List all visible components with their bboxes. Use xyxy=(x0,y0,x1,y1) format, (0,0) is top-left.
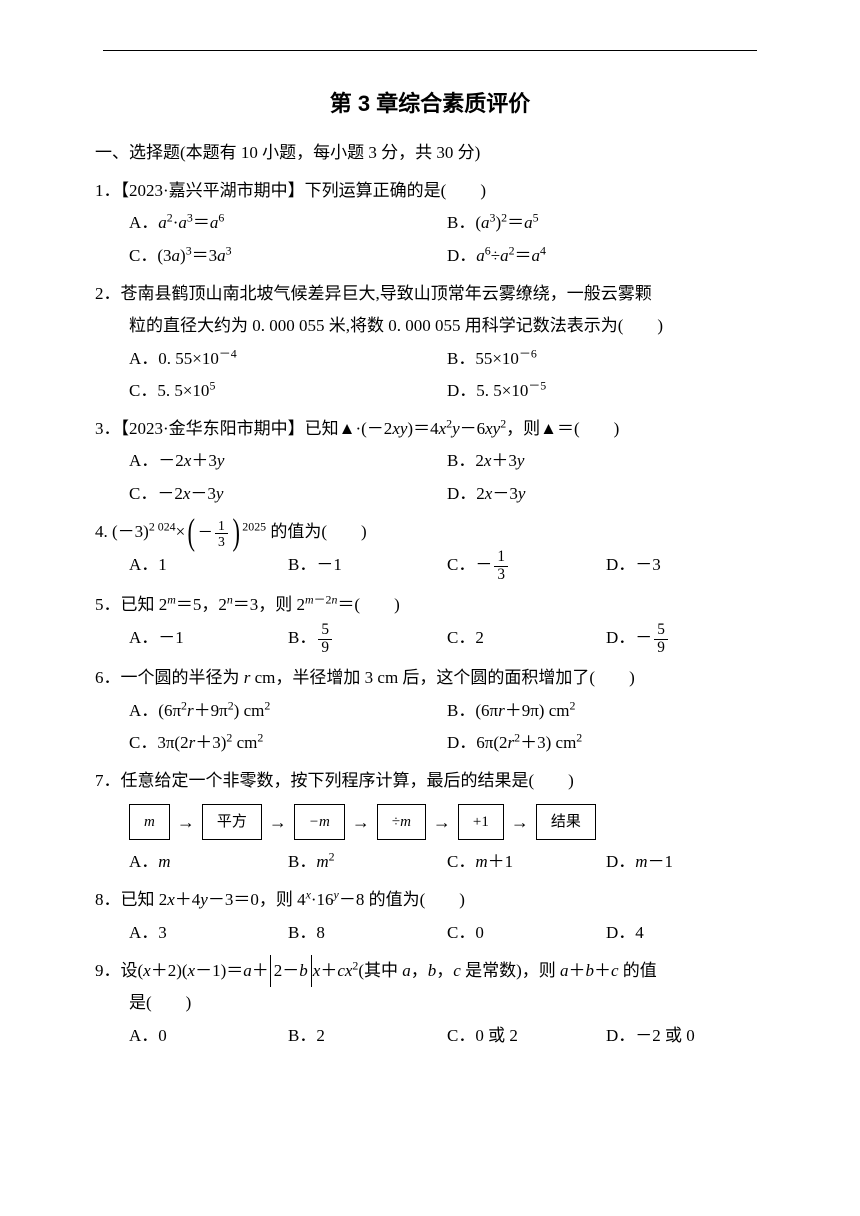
q3-optC: C．－2x－3y xyxy=(129,478,447,510)
q6-optA: A．(6π2r＋9π2) cm2 xyxy=(129,695,447,727)
q2-optD: D．5. 5×10－5 xyxy=(447,375,765,407)
q7-stem: 7．任意给定一个非零数，按下列程序计算，最后的结果是( ) xyxy=(95,765,765,797)
q5-stem: 5．已知 2m＝5，2n＝3，则 2m－2n＝( ) xyxy=(95,589,765,621)
q4-optC: C．－13 xyxy=(447,549,606,584)
q1-optB: B．(a3)2＝a5 xyxy=(447,207,765,239)
q4-optA: A．1 xyxy=(129,549,288,584)
q8-optD: D．4 xyxy=(606,917,765,949)
q2-stem: 2．苍南县鹤顶山南北坡气候差异巨大,导致山顶常年云雾缭绕，一般云雾颗 xyxy=(95,278,765,310)
q9-stem: 9．设(x＋2)(x－1)＝a＋2－bx＋cx2(其中 a，b，c 是常数)，则… xyxy=(95,955,765,987)
q9-optD: D．－2 或 0 xyxy=(606,1020,765,1052)
q3-stem: 3．【2023·金华东阳市期中】已知▲·(－2xy)＝4x2y－6xy2，则▲＝… xyxy=(95,413,765,445)
q8-optA: A．3 xyxy=(129,917,288,949)
q8-stem: 8．已知 2x＋4y－3＝0，则 4x·16y－8 的值为( ) xyxy=(95,884,765,916)
q3-optB: B．2x＋3y xyxy=(447,445,765,477)
arrow-icon: → xyxy=(507,805,533,839)
q4-optD: D．－3 xyxy=(606,549,765,584)
section-header: 一、选择题(本题有 10 小题，每小题 3 分，共 30 分) xyxy=(95,137,765,169)
q6-stem: 6．一个圆的半径为 r cm，半径增加 3 cm 后，这个圆的面积增加了( ) xyxy=(95,662,765,694)
q7-flowchart: m → 平方 → −m → ÷m → +1 → 结果 xyxy=(95,804,765,841)
question-3: 3．【2023·金华东阳市期中】已知▲·(－2xy)＝4x2y－6xy2，则▲＝… xyxy=(95,413,765,510)
q6-optB: B．(6πr＋9π) cm2 xyxy=(447,695,765,727)
q1-optC: C．(3a)3＝3a3 xyxy=(129,240,447,272)
question-4: 4. (－3)2 024×(－13)2025 的值为( ) A．1 B．－1 C… xyxy=(95,516,765,583)
arrow-icon: → xyxy=(348,805,374,839)
q6-options: A．(6π2r＋9π2) cm2 B．(6πr＋9π) cm2 C．3π(2r＋… xyxy=(95,695,765,760)
q2-stem2: 粒的直径大约为 0. 000 055 米,将数 0. 000 055 用科学记数… xyxy=(95,310,765,342)
q1-options: A．a2·a3＝a6 B．(a3)2＝a5 C．(3a)3＝3a3 D．a6÷a… xyxy=(95,207,765,272)
q9-optA: A．0 xyxy=(129,1020,288,1052)
q5-options: A．－1 B．59 C．2 D．－59 xyxy=(95,622,765,657)
q5-optD: D．－59 xyxy=(606,622,765,657)
q4-options: A．1 B．－1 C．－13 D．－3 xyxy=(95,549,765,584)
q2-options: A．0. 55×10－4 B．55×10－6 C．5. 5×105 D．5. 5… xyxy=(95,343,765,408)
q4-optB: B．－1 xyxy=(288,549,447,584)
q7-optA: A．m xyxy=(129,846,288,878)
q6-optD: D．6π(2r2＋3) cm2 xyxy=(447,727,765,759)
flowbox-4: ÷m xyxy=(377,804,426,841)
q8-options: A．3 B．8 C．0 D．4 xyxy=(95,917,765,949)
q9-optC: C．0 或 2 xyxy=(447,1020,606,1052)
q5-optC: C．2 xyxy=(447,622,606,657)
question-2: 2．苍南县鹤顶山南北坡气候差异巨大,导致山顶常年云雾缭绕，一般云雾颗 粒的直径大… xyxy=(95,278,765,407)
question-5: 5．已知 2m＝5，2n＝3，则 2m－2n＝( ) A．－1 B．59 C．2… xyxy=(95,589,765,656)
q2-optC: C．5. 5×105 xyxy=(129,375,447,407)
header-rule xyxy=(103,50,757,51)
arrow-icon: → xyxy=(429,805,455,839)
q9-stem2: 是( ) xyxy=(95,987,765,1019)
q8-optB: B．8 xyxy=(288,917,447,949)
q8-optC: C．0 xyxy=(447,917,606,949)
q1-optD: D．a6÷a2＝a4 xyxy=(447,240,765,272)
q5-optB: B．59 xyxy=(288,622,447,657)
q6-optC: C．3π(2r＋3)2 cm2 xyxy=(129,727,447,759)
arrow-icon: → xyxy=(265,805,291,839)
page-title: 第 3 章综合素质评价 xyxy=(95,83,765,125)
question-9: 9．设(x＋2)(x－1)＝a＋2－bx＋cx2(其中 a，b，c 是常数)，则… xyxy=(95,955,765,1052)
q3-optD: D．2x－3y xyxy=(447,478,765,510)
flowbox-1: m xyxy=(129,804,170,841)
flowbox-3: −m xyxy=(294,804,345,841)
flowbox-5: +1 xyxy=(458,804,504,841)
q7-options: A．m B．m2 C．m＋1 D．m－1 xyxy=(95,846,765,878)
q9-options: A．0 B．2 C．0 或 2 D．－2 或 0 xyxy=(95,1020,765,1052)
question-6: 6．一个圆的半径为 r cm，半径增加 3 cm 后，这个圆的面积增加了( ) … xyxy=(95,662,765,759)
q1-optA: A．a2·a3＝a6 xyxy=(129,207,447,239)
arrow-icon: → xyxy=(173,805,199,839)
q7-optC: C．m＋1 xyxy=(447,846,606,878)
q1-stem: 1．【2023·嘉兴平湖市期中】下列运算正确的是( ) xyxy=(95,175,765,207)
q5-optA: A．－1 xyxy=(129,622,288,657)
flowbox-2: 平方 xyxy=(202,804,262,841)
q4-stem: 4. (－3)2 024×(－13)2025 的值为( ) xyxy=(95,516,765,549)
q9-optB: B．2 xyxy=(288,1020,447,1052)
q2-optA: A．0. 55×10－4 xyxy=(129,343,447,375)
flowbox-6: 结果 xyxy=(536,804,596,841)
q3-optA: A．－2x＋3y xyxy=(129,445,447,477)
question-7: 7．任意给定一个非零数，按下列程序计算，最后的结果是( ) m → 平方 → −… xyxy=(95,765,765,878)
question-1: 1．【2023·嘉兴平湖市期中】下列运算正确的是( ) A．a2·a3＝a6 B… xyxy=(95,175,765,272)
q7-optB: B．m2 xyxy=(288,846,447,878)
q2-optB: B．55×10－6 xyxy=(447,343,765,375)
q7-optD: D．m－1 xyxy=(606,846,765,878)
q3-options: A．－2x＋3y B．2x＋3y C．－2x－3y D．2x－3y xyxy=(95,445,765,510)
question-8: 8．已知 2x＋4y－3＝0，则 4x·16y－8 的值为( ) A．3 B．8… xyxy=(95,884,765,949)
